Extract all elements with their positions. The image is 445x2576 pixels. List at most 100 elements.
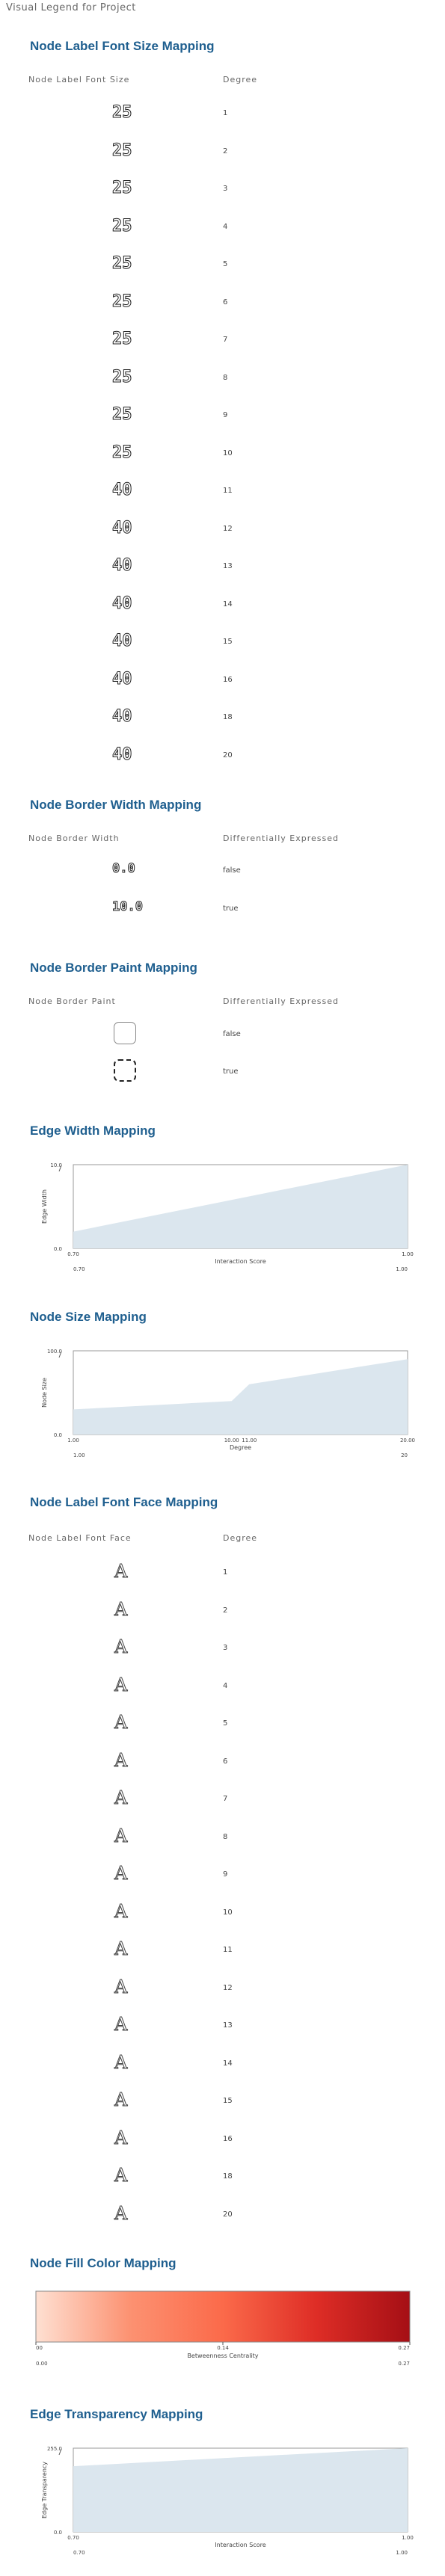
font-face-degree-value: 6: [223, 1757, 228, 1766]
node-size-marker: [58, 1351, 62, 1358]
border-width-value-1: true: [223, 905, 239, 913]
font-size-sample: 40: [112, 594, 132, 613]
edge-width-xtick-0: 0.70: [67, 1251, 79, 1257]
node-size-xedge-min: 1.00: [73, 1452, 85, 1457]
node-size-ytick-min: 0.0: [54, 1432, 62, 1438]
font-face-sample: A: [114, 1712, 128, 1734]
font-size-degree-value: 6: [223, 298, 228, 306]
edge-width-ytick-max: 10.0: [50, 1162, 62, 1168]
border-paint-col-head-2: Differentially Expressed: [223, 996, 339, 1006]
edge-transparency-section-title: Edge Transparency Mapping: [30, 2407, 203, 2421]
edge-transparency-xedge-max: 1.00: [396, 2550, 408, 2556]
edge-transparency-marker: [58, 2448, 62, 2456]
font-face-sample: A: [114, 1561, 128, 1583]
font-face-degree-value: 15: [223, 2097, 233, 2105]
font-face-sample: A: [114, 2127, 128, 2148]
font-face-col-head-2: Degree: [223, 1533, 258, 1543]
font-size-degree-value: 13: [223, 562, 233, 570]
font-size-col-head-2: Degree: [223, 75, 258, 84]
font-face-sample: A: [114, 1787, 128, 1809]
fill-color-gradient-chart: 00 0.14 0.27 Betweenness Centrality 0.00 0.27: [35, 2290, 411, 2367]
node-size-xtick-0: 1.00: [67, 1438, 79, 1443]
font-face-degree-value: 20: [223, 2210, 233, 2219]
font-face-sample: A: [114, 2014, 128, 2036]
font-face-col-head-1: Node Label Font Face: [28, 1533, 132, 1543]
font-size-degree-value: 2: [223, 147, 228, 155]
fill-color-xlabel: Betweenness Centrality: [187, 2352, 258, 2359]
font-face-sample: A: [114, 1900, 128, 1922]
font-size-sample: 40: [112, 481, 132, 500]
font-size-sample: 25: [112, 330, 132, 349]
font-size-section-title: Node Label Font Size Mapping: [30, 39, 215, 53]
page-title: Visual Legend for Project: [6, 2, 136, 13]
font-face-degree-value: 2: [223, 1606, 228, 1615]
font-size-degree-value: 14: [223, 600, 233, 608]
fill-color-min-label: 0.00: [36, 2361, 48, 2367]
edge-width-ytick-min: 0.0: [54, 1246, 62, 1252]
font-size-degree-value: 11: [223, 487, 233, 495]
font-size-degree-value: 18: [223, 713, 233, 721]
border-width-section-title: Node Border Width Mapping: [30, 798, 202, 812]
node-size-ylabel: Node Size: [41, 1378, 48, 1408]
font-face-sample: A: [114, 2165, 128, 2187]
edge-transparency-chart: 255.0 0.0 Edge Transparency 0.70 1.00 Interac…: [41, 2446, 414, 2556]
font-face-sample: A: [114, 1825, 128, 1846]
font-size-degree-value: 1: [223, 109, 228, 117]
font-size-degree-value: 4: [223, 222, 228, 231]
font-size-sample: 25: [112, 292, 132, 311]
edge-width-chart: 10.0 0.0 Edge Width 0.70 1.00 Interaction Sco…: [41, 1162, 414, 1271]
font-face-sample: A: [114, 1674, 128, 1695]
fill-color-section-title: Node Fill Color Mapping: [30, 2256, 177, 2270]
font-face-degree-value: 18: [223, 2172, 233, 2181]
node-size-xtick-2: 11.00: [242, 1438, 257, 1443]
fill-color-tick-max: 0.27: [398, 2345, 410, 2351]
edge-transparency-xtick-0: 0.70: [67, 2535, 79, 2541]
font-size-degree-value: 8: [223, 373, 228, 382]
font-size-sample: 25: [112, 103, 132, 123]
border-paint-swatch-true: [114, 1059, 136, 1082]
font-size-degree-value: 20: [223, 751, 233, 759]
font-size-sample: 25: [112, 216, 132, 235]
node-size-section-title: Node Size Mapping: [30, 1310, 147, 1324]
border-width-label-1: 10.0: [112, 899, 144, 915]
font-size-sample: 40: [112, 745, 132, 764]
edge-width-xlabel: Interaction Score: [215, 1258, 266, 1265]
font-size-sample: 40: [112, 518, 132, 537]
edge-width-xedge-max: 1.00: [396, 1266, 408, 1271]
fill-color-gradient-bar: [35, 2290, 411, 2343]
font-face-degree-value: 4: [223, 1681, 228, 1690]
border-paint-value-1: true: [223, 1067, 239, 1076]
font-size-sample: 40: [112, 632, 132, 651]
font-size-col-head-1: Node Label Font Size: [28, 75, 130, 84]
font-size-sample: 25: [112, 405, 132, 425]
edge-transparency-xlabel: Interaction Score: [215, 2542, 266, 2548]
font-face-degree-value: 9: [223, 1870, 228, 1879]
font-face-degree-value: 7: [223, 1795, 228, 1803]
font-size-sample: 25: [112, 367, 132, 386]
border-width-col-head-2: Differentially Expressed: [223, 833, 339, 843]
font-face-sample: A: [114, 1749, 128, 1771]
font-face-degree-value: 1: [223, 1568, 228, 1577]
font-face-sample: A: [114, 2202, 128, 2224]
border-paint-col-head-1: Node Border Paint: [28, 996, 116, 1006]
font-size-degree-value: 10: [223, 449, 233, 457]
font-size-sample: 25: [112, 443, 132, 462]
fill-color-tick-mid: 0.14: [217, 2345, 229, 2351]
font-size-degree-value: 15: [223, 638, 233, 646]
edge-width-area: [73, 1165, 408, 1248]
font-size-degree-value: 5: [223, 260, 228, 268]
node-size-xlabel: Degree: [230, 1444, 251, 1451]
border-width-value-0: false: [223, 866, 241, 875]
node-size-xtick-3: 20.00: [400, 1438, 415, 1443]
edge-width-section-title: Edge Width Mapping: [30, 1124, 156, 1138]
font-size-degree-value: 7: [223, 336, 228, 344]
edge-transparency-area: [73, 2448, 408, 2532]
font-face-sample: A: [114, 2089, 128, 2111]
edge-transparency-ytick-max: 255.0: [47, 2446, 62, 2452]
font-size-sample: 40: [112, 556, 132, 576]
font-size-degree-value: 9: [223, 411, 228, 419]
font-face-section-title: Node Label Font Face Mapping: [30, 1495, 218, 1509]
font-face-degree-value: 13: [223, 2021, 233, 2030]
font-size-degree-value: 16: [223, 675, 233, 684]
edge-transparency-xedge-min: 0.70: [73, 2550, 85, 2556]
